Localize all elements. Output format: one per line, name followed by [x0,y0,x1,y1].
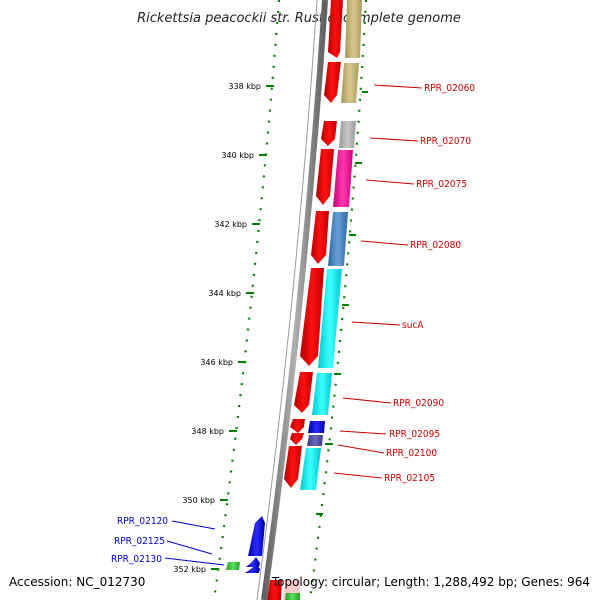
gene-label[interactable]: RPR_02075 [416,179,467,190]
gene-label[interactable]: RPR_02125 [114,536,165,547]
gene-arrow-forward[interactable] [321,121,337,146]
category-block-cyan[interactable] [312,373,332,415]
scale-tick-label: 346 kbp [200,358,233,367]
gc-skew-marks [316,91,368,515]
category-block-cyan[interactable] [318,269,342,368]
category-block-olive[interactable] [341,63,359,103]
gene-arrow-forward[interactable] [300,268,324,366]
gene-arrow-reverse-green[interactable] [226,562,240,570]
category-block-steel[interactable] [328,212,348,266]
gene-arrow-forward[interactable] [324,62,341,103]
scale-tick-label: 348 kbp [191,427,224,436]
gene-label[interactable]: RPR_02120 [117,516,168,527]
forward-strand-genes [267,0,343,600]
scale-tick-label: 344 kbp [208,289,241,298]
gene-label[interactable]: RPR_02100 [386,448,437,459]
category-block-navy[interactable] [307,435,323,446]
scale-ticks: 338 kbp 340 kbp 342 kbp 344 kbp 346 kbp 348 k… [173,82,274,574]
gene-arrow-reverse[interactable] [245,564,260,573]
gene-label[interactable]: RPR_02130 [111,554,162,565]
gene-label[interactable]: RPR_02080 [410,240,461,251]
scale-tick-label: 342 kbp [214,220,247,229]
gene-arrow-reverse[interactable] [248,516,265,556]
gene-arrow-reverse[interactable] [246,557,260,567]
genome-summary-text: Topology: circular; Length: 1,288,492 bp… [271,575,590,589]
gene-labels-right: RPR_02060 RPR_02070 RPR_02075 RPR_02080 … [384,83,475,484]
scale-tick-label: 338 kbp [228,82,261,91]
gc-content-track-left [212,0,281,600]
gene-arrow-forward[interactable] [284,446,302,488]
gene-arrow-forward[interactable] [267,580,282,600]
category-block-blue[interactable] [308,421,325,433]
gene-arrow-forward[interactable] [294,372,313,413]
gene-label[interactable]: RPR_02070 [420,136,471,147]
category-block-gray[interactable] [339,121,356,148]
category-block-olive[interactable] [345,0,362,58]
scale-tick-label: 340 kbp [221,151,254,160]
category-block-pink[interactable] [333,150,353,207]
accession-text: Accession: NC_012730 [9,575,145,589]
reverse-strand-genes [226,516,265,573]
scale-tick-label: 350 kbp [182,496,215,505]
gene-labels-left: RPR_02120 RPR_02125 RPR_02130 [111,516,168,565]
label-leaders-left [164,520,225,566]
gene-label[interactable]: RPR_02090 [393,398,444,409]
label-leaders-right [333,84,423,479]
category-blocks [283,0,362,600]
gene-label[interactable]: RPR_02105 [384,473,435,484]
gene-arrow-forward[interactable] [328,0,343,58]
gc-content-track-right [308,0,368,600]
gene-label[interactable]: RPR_02060 [424,83,475,94]
gene-arrow-forward[interactable] [290,419,305,433]
gene-arrow-forward[interactable] [290,433,304,445]
genome-title: Rickettsia peacockii str. Rustic, comple… [137,11,461,26]
scale-tick-label: 352 kbp [173,565,206,574]
gene-label[interactable]: sucA [402,320,424,331]
genome-backbone [261,0,328,600]
category-block-green[interactable] [285,593,300,600]
gene-arrow-forward[interactable] [311,211,329,264]
gene-arrow-forward[interactable] [316,149,334,205]
genome-backbone-inner [256,0,318,600]
category-block-cyan[interactable] [300,448,321,490]
gene-label[interactable]: RPR_02095 [389,429,440,440]
